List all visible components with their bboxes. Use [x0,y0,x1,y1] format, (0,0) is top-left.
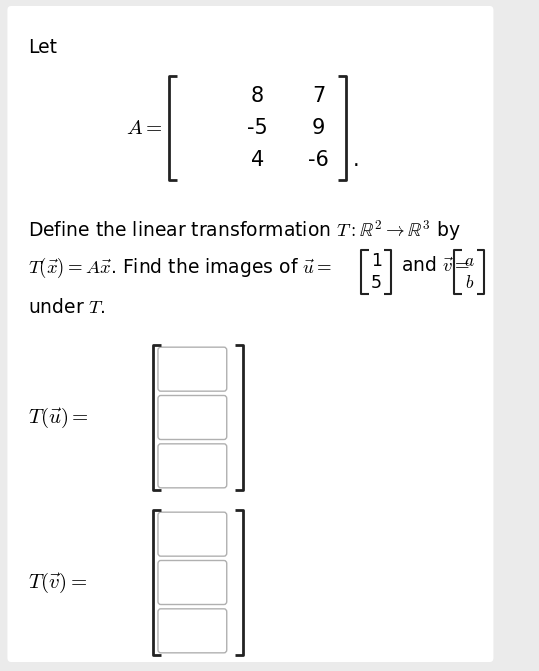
Text: $A = $: $A = $ [126,118,163,138]
Text: $b$: $b$ [465,274,474,292]
Text: Let: Let [28,38,57,57]
FancyBboxPatch shape [158,395,227,440]
Text: 4: 4 [251,150,264,170]
Text: Define the linear transformation $T : \mathbb{R}^2 \rightarrow \mathbb{R}^3$ by: Define the linear transformation $T : \m… [28,218,460,243]
Text: 1: 1 [371,252,382,270]
Text: -5: -5 [247,118,268,138]
FancyBboxPatch shape [158,444,227,488]
Text: 9: 9 [312,118,326,138]
Text: and $\vec{v} = $: and $\vec{v} = $ [402,256,471,275]
Text: $T(\vec{u}) = $: $T(\vec{u}) = $ [28,405,89,429]
FancyBboxPatch shape [8,6,493,662]
Text: $a$: $a$ [464,252,475,270]
Text: 8: 8 [251,86,264,106]
Text: -6: -6 [308,150,329,170]
Text: $T(\vec{x}) = A\vec{x}$. Find the images of $\vec{u} = $: $T(\vec{x}) = A\vec{x}$. Find the images… [28,256,332,280]
FancyBboxPatch shape [158,512,227,556]
Text: under $T$.: under $T$. [28,298,106,317]
Text: 5: 5 [371,274,382,292]
FancyBboxPatch shape [158,560,227,605]
FancyBboxPatch shape [158,609,227,653]
Text: $T(\vec{v}) = $: $T(\vec{v}) = $ [28,570,87,595]
Text: 7: 7 [312,86,326,106]
Text: .: . [353,150,360,170]
FancyBboxPatch shape [158,347,227,391]
